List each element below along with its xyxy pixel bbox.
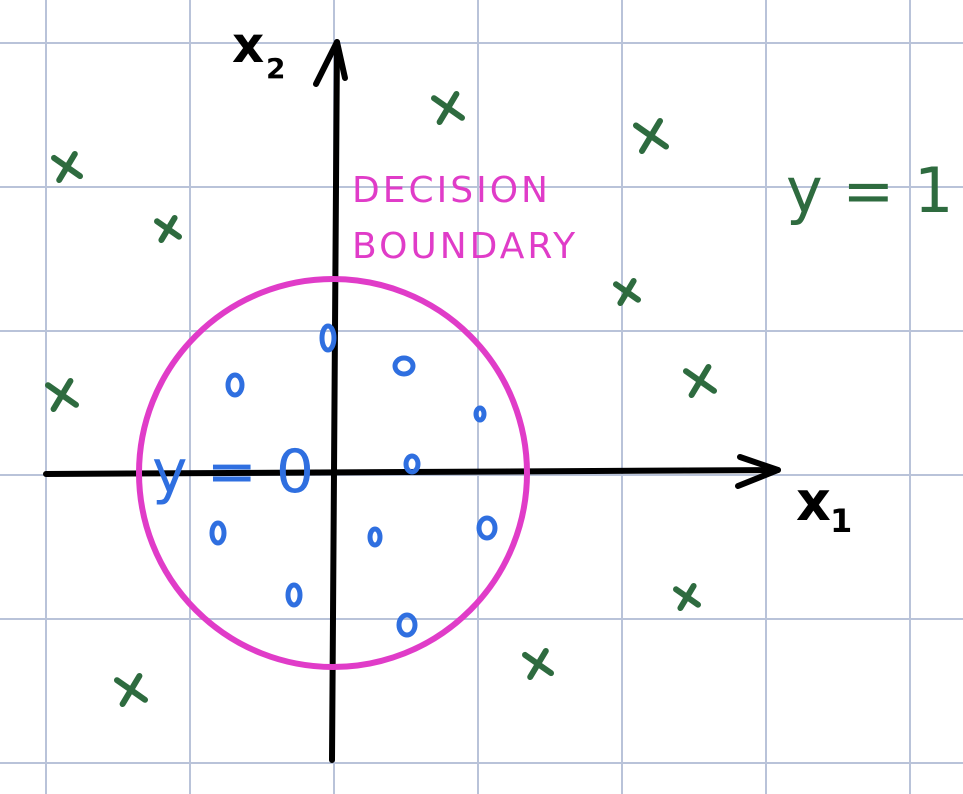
x2-axis-arrowhead bbox=[313, 39, 348, 87]
class-zero-marker bbox=[476, 515, 498, 541]
class-one-marker bbox=[51, 151, 83, 183]
x1-axis-label: x 1 bbox=[796, 470, 852, 540]
class-one-marker bbox=[613, 278, 641, 306]
x2-axis-line bbox=[329, 39, 340, 763]
class-one-label: y = 1 bbox=[786, 154, 954, 227]
class-one-marker bbox=[431, 91, 465, 125]
x1-axis-label-main: x bbox=[796, 470, 831, 533]
x2-axis-label-subscript: 2 bbox=[266, 52, 285, 85]
class-zero-marker bbox=[209, 520, 227, 546]
class-zero-marker bbox=[319, 323, 337, 353]
class-one-marker bbox=[45, 378, 79, 412]
x1-axis-arrowhead bbox=[735, 454, 781, 489]
class-one-markers bbox=[45, 91, 717, 707]
decision-boundary-circle bbox=[136, 276, 530, 670]
class-one-marker bbox=[522, 648, 554, 680]
class-zero-marker bbox=[396, 612, 418, 638]
class-one-marker bbox=[114, 673, 148, 707]
x1-axis-label-subscript: 1 bbox=[830, 502, 852, 540]
class-zero-markers bbox=[209, 323, 498, 638]
class-zero-marker bbox=[392, 355, 416, 377]
decision-boundary-label-line2: BOUNDARY bbox=[352, 226, 578, 267]
class-zero-marker bbox=[225, 372, 245, 398]
decision-boundary-label: DECISION BOUNDARY bbox=[352, 170, 578, 267]
class-zero-marker bbox=[473, 405, 487, 423]
class-zero-label: y = 0 bbox=[152, 437, 314, 507]
x2-axis-label-main: x bbox=[232, 16, 264, 74]
class-zero-marker bbox=[403, 453, 421, 475]
class-zero-marker bbox=[285, 582, 303, 608]
decision-boundary-label-line1: DECISION bbox=[352, 170, 551, 211]
class-one-marker bbox=[154, 215, 182, 243]
class-one-marker bbox=[673, 583, 701, 611]
class-one-marker bbox=[633, 118, 669, 154]
class-one-marker bbox=[683, 364, 717, 398]
class-zero-marker bbox=[367, 526, 383, 548]
x2-axis-label: x 2 bbox=[232, 16, 285, 85]
